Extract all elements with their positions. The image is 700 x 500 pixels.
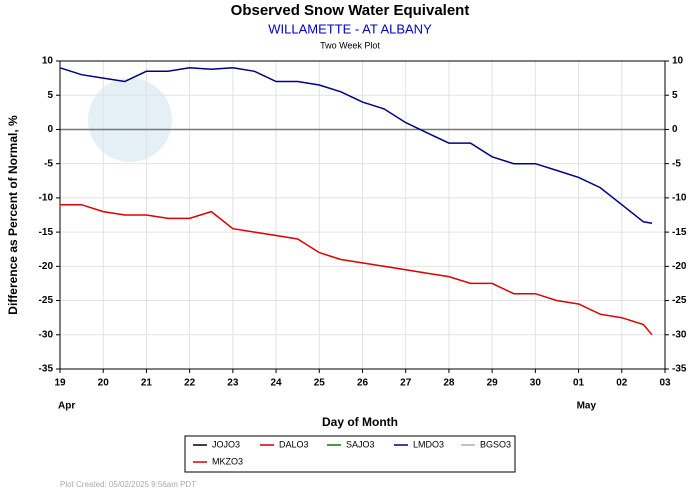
y-tick-label: -5 <box>44 158 53 169</box>
x-tick-label: 23 <box>227 378 239 389</box>
y-tick-label-right: -20 <box>672 261 687 272</box>
y-tick-label: -30 <box>39 329 54 340</box>
y-tick-label: 5 <box>47 90 53 101</box>
month-label: May <box>577 401 597 412</box>
legend-box <box>184 435 516 473</box>
legend-label: SAJO3 <box>346 439 375 449</box>
x-tick-label: 30 <box>530 378 542 389</box>
x-tick-label: 22 <box>184 378 196 389</box>
legend-label: MKZO3 <box>212 456 243 466</box>
legend-label: BGSO3 <box>480 439 511 449</box>
y-tick-label: 10 <box>42 56 54 67</box>
x-tick-label: 27 <box>400 378 412 389</box>
y-tick-label: 0 <box>47 124 53 135</box>
x-tick-label: 19 <box>54 378 66 389</box>
x-tick-label: 20 <box>98 378 110 389</box>
legend-label: DALO3 <box>279 439 309 449</box>
x-tick-label: 28 <box>443 378 455 389</box>
x-tick-label: 29 <box>487 378 499 389</box>
y-axis-label: Difference as Percent of Normal, % <box>6 115 20 315</box>
y-tick-label: -15 <box>39 227 54 238</box>
y-tick-label: -20 <box>39 261 54 272</box>
chart-subtitle: WILLAMETTE - AT ALBANY <box>268 21 432 36</box>
y-tick-label-right: 0 <box>672 124 678 135</box>
y-tick-label-right: -35 <box>672 364 687 375</box>
month-label: Apr <box>58 401 75 412</box>
y-tick-label-right: -25 <box>672 295 687 306</box>
x-tick-label: 25 <box>314 378 326 389</box>
footer: Plot Created: 05/02/2025 9:56am PDT <box>60 480 196 489</box>
y-tick-label: -10 <box>39 193 54 204</box>
series-line <box>59 67 653 224</box>
y-tick-label-right: -5 <box>672 158 681 169</box>
plot-frame <box>59 60 666 370</box>
x-tick-label: 03 <box>659 378 671 389</box>
y-tick-label-right: 5 <box>672 90 678 101</box>
x-tick-label: 24 <box>271 378 283 389</box>
y-tick-label-right: -15 <box>672 227 687 238</box>
chart-title: Observed Snow Water Equivalent <box>231 2 470 19</box>
x-axis-label: Day of Month <box>322 415 398 429</box>
y-tick-label: -35 <box>39 364 54 375</box>
x-tick-label: 02 <box>616 378 628 389</box>
x-tick-label: 26 <box>357 378 369 389</box>
legend-label: JOJO3 <box>212 439 240 449</box>
y-tick-label-right: 10 <box>672 56 684 67</box>
x-tick-label: 01 <box>573 378 585 389</box>
x-tick-label: 21 <box>141 378 153 389</box>
logo-watermark <box>88 78 172 162</box>
chart-subtitle2: Two Week Plot <box>320 40 380 50</box>
y-tick-label: -25 <box>39 295 54 306</box>
legend-label: LMDO3 <box>413 439 444 449</box>
y-tick-label-right: -30 <box>672 329 687 340</box>
y-tick-label-right: -10 <box>672 193 687 204</box>
series-line <box>60 203 653 336</box>
